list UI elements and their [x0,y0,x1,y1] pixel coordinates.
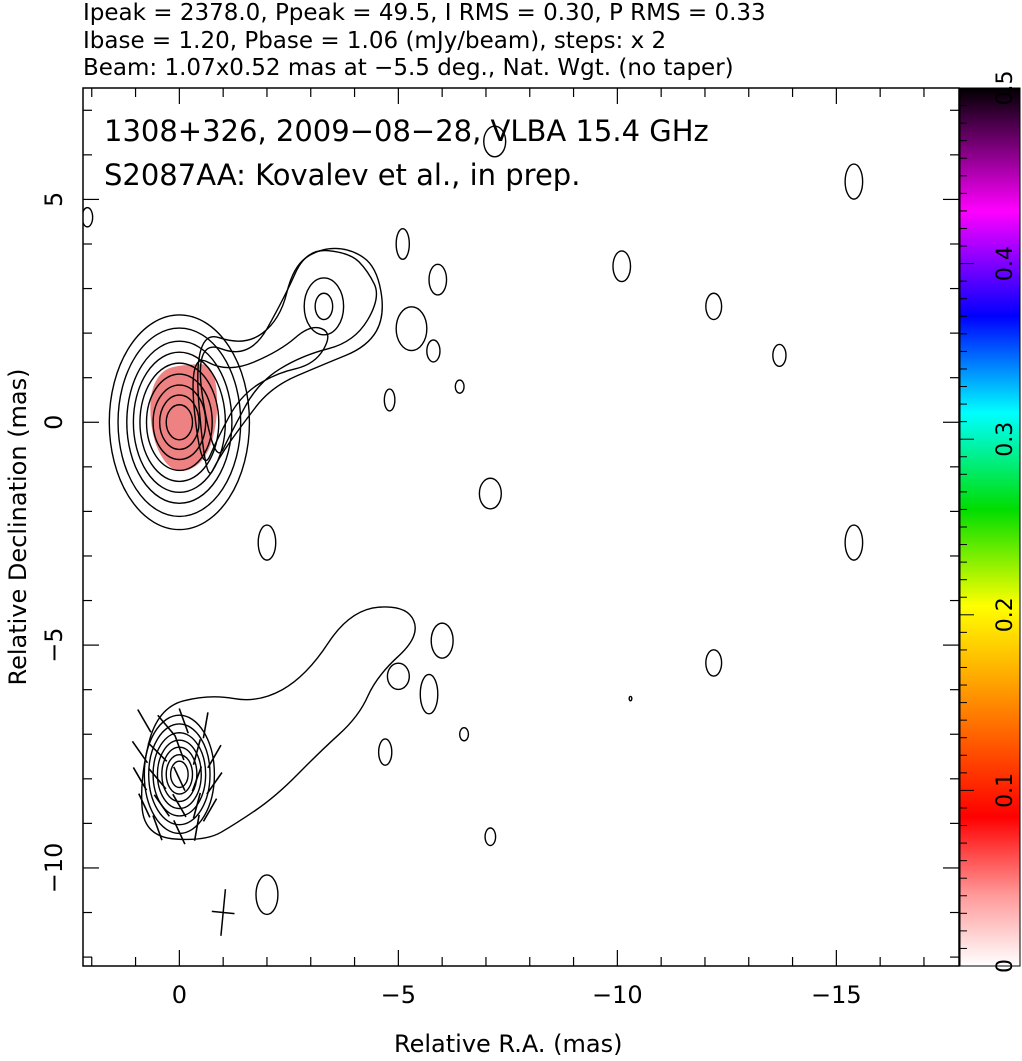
evpa-tick [173,766,186,792]
evpa-tick [202,712,209,739]
island-contour [483,125,507,158]
evpa-tick [152,815,163,841]
island-contour [458,726,470,742]
beam-cross [211,889,235,936]
evpa-tick [191,766,203,792]
y-tick-label: −5 [40,627,68,662]
island-contour [377,738,393,766]
y-axis-label-box: Relative Declination (mas) [2,88,32,966]
island-contour [428,263,448,296]
core-contour [139,362,220,483]
island-contour [772,343,787,368]
core-contour [117,327,242,518]
evpa-tick [192,792,202,819]
island-contour [395,306,428,352]
core-contour [169,760,189,789]
core-contour [165,404,194,441]
y-tick-label: 5 [40,192,68,207]
evpa-tick [137,709,152,733]
header-line-2: Ibase = 1.20, Pbase = 1.06 (mJy/beam), s… [83,28,667,54]
colorbar-tick-label: 0 [993,959,1018,973]
y-tick-label: 0 [40,415,68,430]
island-contour [705,292,723,321]
panel-2 [131,606,723,916]
core-contour [156,739,202,810]
evpa-tick [206,772,223,795]
evpa-tick [138,793,151,818]
jet-contour [197,247,383,474]
evpa-tick [131,740,149,764]
core-contour [165,753,194,795]
jet-contour [192,326,329,462]
island-contour [612,250,632,283]
evpa-tick [157,714,176,736]
evpa-tick [132,767,148,791]
evpa-tick [147,742,168,762]
evpa-tick [174,734,185,761]
jet-knot-contour [303,277,345,336]
panel-1 [83,125,864,936]
evpa-tick [178,708,189,734]
island-contour [257,524,277,561]
x-tick-label: 0 [172,981,187,1009]
jet-knot-contour [314,292,334,321]
evpa-tick [148,768,167,790]
island-contour [484,827,497,847]
jet-contour [140,606,416,841]
plot-frame [82,87,960,967]
header-line-3: Beam: 1.07x0.52 mas at −5.5 deg., Nat. W… [83,55,734,81]
evpa-tick [153,794,171,817]
island-contour [844,163,864,200]
colorbar-tick-label: 0.2 [993,597,1018,632]
x-tick-label: −5 [381,981,416,1009]
colorbar-tick-label: 0.3 [993,422,1018,457]
island-contour [430,622,454,659]
y-axis-label: Relative Declination (mas) [4,368,32,685]
evpa-tick [207,744,222,769]
core-contour [158,394,200,451]
annotation-line-2: S2087AA: Kovalev et al., in prep. [104,158,580,192]
header-line-1: Ipeak = 2378.0, Ppeak = 49.5, I RMS = 0.… [83,0,766,26]
evpa-tick [202,798,218,822]
colorbar [959,87,1021,967]
island-contour [426,339,441,363]
evpa-tick [193,814,200,841]
evpa-tick [172,793,187,818]
island-contour [395,227,411,261]
island-contour [844,524,864,561]
island-contour [386,662,411,691]
evpa-tick [192,739,202,765]
island-contour [419,673,439,715]
core-contour [108,314,251,531]
island-contour [628,695,633,702]
island-contour [454,379,465,394]
island-contour [705,649,723,677]
colorbar-tick-label: 0.1 [993,773,1018,808]
core-contour [152,384,207,461]
island-contour [255,874,279,916]
x-axis-label: Relative R.A. (mas) [394,1030,623,1058]
x-tick-label: −10 [592,981,643,1009]
core-contour [145,373,213,472]
colorbar-tick-label: 0.5 [993,71,1018,106]
beam-minor-axis [211,910,235,915]
island-contour [478,477,502,510]
core-contour [126,340,233,504]
core-contour [147,723,211,826]
core-contour [161,746,198,803]
colorbar-tick-label: 0.4 [993,246,1018,281]
annotation-line-1: 1308+326, 2009−08−28, VLBA 15.4 GHz [104,114,709,148]
evpa-tick [173,820,186,845]
island-contour [383,388,396,412]
x-tick-label: −15 [811,981,862,1009]
y-tick-label: −10 [40,843,68,894]
core-contour [132,351,227,494]
island-contour [83,206,94,228]
